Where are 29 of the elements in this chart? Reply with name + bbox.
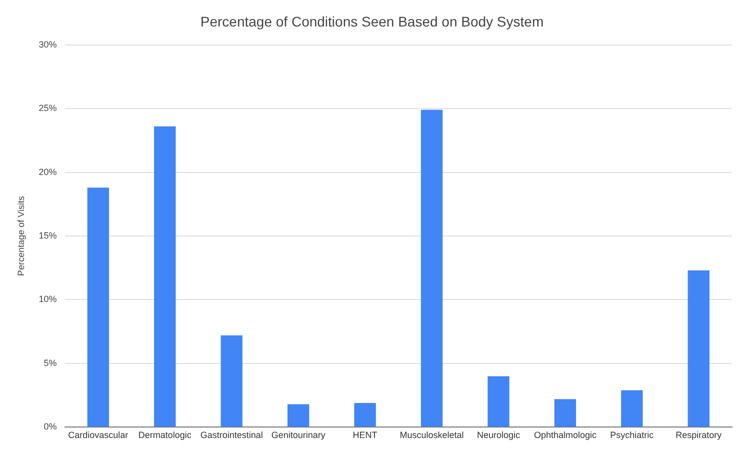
bar — [554, 399, 576, 427]
y-axis-title: Percentage of Visits — [16, 196, 26, 276]
y-tick-label: 25% — [38, 103, 57, 114]
bar — [154, 126, 176, 427]
bar — [621, 390, 643, 427]
y-tick-label: 0% — [44, 422, 57, 432]
y-tick-label: 5% — [44, 358, 57, 368]
bar — [420, 110, 443, 427]
y-tick-label: 30% — [38, 39, 57, 50]
x-tick-label: Ophthalmologic — [534, 430, 597, 440]
bar — [354, 402, 376, 427]
bar — [87, 188, 110, 427]
x-tick-label: Neurologic — [476, 430, 520, 440]
y-tick-label: 10% — [38, 294, 57, 304]
x-tick-label: HENT — [352, 430, 378, 440]
bar — [688, 270, 710, 427]
x-tick-label: Psychiatric — [610, 430, 654, 440]
x-tick-label: Gastrointestinal — [200, 430, 263, 440]
x-tick-label: Musculoskeletal — [400, 430, 464, 440]
bar — [220, 335, 242, 427]
x-tick-label: Dermatologic — [138, 430, 192, 440]
x-tick-label: Genitourinary — [271, 430, 326, 440]
y-tick-label: 20% — [38, 166, 57, 177]
bar — [287, 404, 310, 427]
chart-title: Percentage of Conditions Seen Based on Body System — [200, 13, 544, 30]
x-tick-label: Respiratory — [676, 430, 722, 440]
y-tick-label: 15% — [38, 230, 57, 240]
bar — [488, 376, 510, 427]
x-tick-label: Cardiovascular — [68, 430, 128, 440]
